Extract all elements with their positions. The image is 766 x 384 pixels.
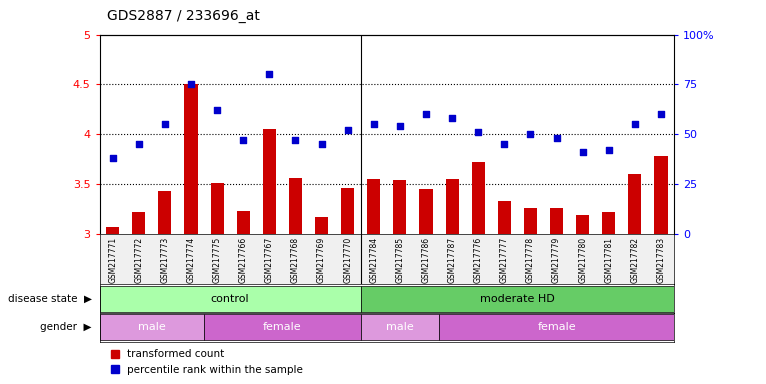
Text: GSM217779: GSM217779 (552, 237, 561, 283)
Text: GSM217785: GSM217785 (395, 237, 404, 283)
Point (551, 135, 563, 141)
Point (342, 127, 354, 134)
Point (577, 149, 589, 156)
Text: moderate HD: moderate HD (480, 293, 555, 304)
Point (290, 137, 302, 144)
Point (133, 141, 145, 147)
Point (264, 71, 276, 78)
Bar (439, 314, 674, 340)
Text: GDS2887 / 233696_at: GDS2887 / 233696_at (107, 9, 260, 23)
Text: GSM217767: GSM217767 (265, 237, 273, 283)
Text: male: male (138, 322, 165, 333)
Text: male: male (386, 322, 414, 333)
Bar (654, 156, 667, 234)
Bar (106, 227, 119, 234)
Point (211, 108, 223, 114)
Point (603, 147, 615, 154)
Bar (289, 178, 302, 234)
Text: disease state  ▶: disease state ▶ (8, 293, 92, 304)
Bar (394, 180, 407, 234)
Bar (341, 188, 354, 234)
Point (472, 129, 484, 136)
Point (655, 111, 667, 118)
Bar (204, 314, 361, 340)
Text: GSM217778: GSM217778 (526, 237, 535, 283)
Bar (420, 189, 433, 234)
Bar (446, 179, 459, 234)
Bar (524, 208, 537, 234)
Text: GSM217786: GSM217786 (421, 237, 430, 283)
Point (629, 121, 641, 127)
Point (420, 111, 432, 118)
Bar (100, 314, 204, 340)
Bar (159, 191, 172, 234)
Text: GSM217780: GSM217780 (578, 237, 588, 283)
Text: GSM217770: GSM217770 (343, 237, 352, 283)
Point (237, 137, 250, 144)
Bar (237, 211, 250, 234)
Point (316, 141, 328, 147)
Text: GSM217772: GSM217772 (134, 237, 143, 283)
Text: GSM217766: GSM217766 (239, 237, 247, 283)
Text: GSM217783: GSM217783 (656, 237, 666, 283)
Text: female: female (537, 322, 576, 333)
Text: GSM217774: GSM217774 (186, 237, 195, 283)
Bar (550, 208, 563, 234)
Text: GSM217787: GSM217787 (447, 237, 457, 283)
Point (185, 81, 197, 88)
Text: gender  ▶: gender ▶ (41, 322, 92, 333)
Point (446, 115, 458, 121)
Bar (367, 179, 380, 234)
Text: GSM217769: GSM217769 (317, 237, 326, 283)
Bar (133, 212, 146, 234)
Bar (361, 286, 674, 311)
Text: GSM217782: GSM217782 (630, 237, 640, 283)
Legend: transformed count, percentile rank within the sample: transformed count, percentile rank withi… (105, 345, 306, 379)
Text: GSM217771: GSM217771 (108, 237, 117, 283)
Point (394, 123, 406, 129)
Text: GSM217776: GSM217776 (473, 237, 483, 283)
Text: GSM217773: GSM217773 (160, 237, 169, 283)
Point (498, 141, 510, 147)
Bar (211, 183, 224, 234)
Bar (498, 201, 511, 234)
Bar (185, 84, 198, 234)
Text: female: female (263, 322, 302, 333)
Point (525, 131, 537, 137)
Bar (602, 212, 615, 234)
Text: GSM217781: GSM217781 (604, 237, 614, 283)
Text: GSM217777: GSM217777 (500, 237, 509, 283)
Bar (263, 129, 276, 234)
Bar (361, 314, 439, 340)
Bar (100, 286, 361, 311)
Bar (315, 217, 328, 234)
Bar (472, 162, 485, 234)
Point (106, 155, 119, 161)
Bar (628, 174, 641, 234)
Point (368, 121, 380, 127)
Text: GSM217775: GSM217775 (213, 237, 221, 283)
Text: GSM217768: GSM217768 (291, 237, 300, 283)
Text: GSM217784: GSM217784 (369, 237, 378, 283)
Text: control: control (211, 293, 250, 304)
Point (159, 121, 171, 127)
Bar (576, 215, 589, 234)
